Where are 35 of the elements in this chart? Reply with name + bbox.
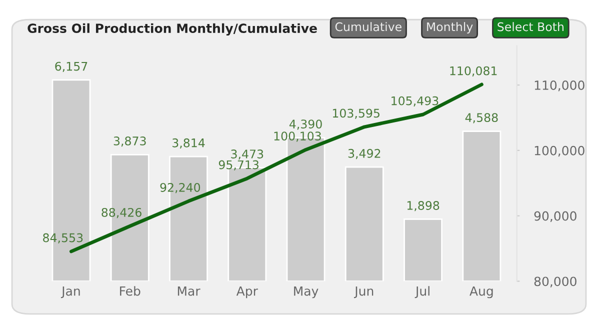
data-label: 3,814 xyxy=(172,138,205,149)
data-label: 100,103 xyxy=(274,132,321,142)
x-tick-label: Apr xyxy=(236,286,258,298)
bar xyxy=(462,130,502,282)
x-tick-label: Mar xyxy=(178,286,200,296)
bar xyxy=(344,166,384,282)
data-label: 4,588 xyxy=(465,113,498,124)
data-label: 4,390 xyxy=(289,120,322,130)
data-label: 92,240 xyxy=(160,183,200,194)
x-tick-label: Jan xyxy=(60,286,80,298)
x-tick-label: Feb xyxy=(120,286,140,296)
x-tick-label: Aug xyxy=(470,286,493,298)
data-label: 103,595 xyxy=(332,108,380,119)
text: Cumulative xyxy=(335,22,402,32)
data-label: 110,081 xyxy=(450,66,497,76)
x-tick-label: Jun xyxy=(354,286,374,298)
data-label: 3,473 xyxy=(231,150,264,160)
x-tick-label: May xyxy=(294,286,318,298)
data-label: 88,426 xyxy=(102,208,142,218)
x-tick-label: Jul xyxy=(414,286,430,298)
data-label: 84,553 xyxy=(43,233,83,244)
data-label: 3,873 xyxy=(114,136,146,147)
data-label: 1,898 xyxy=(407,201,440,212)
data-label: 105,493 xyxy=(392,96,438,106)
chart-title: Gross Oil Production Monthly/Cumulative xyxy=(28,23,317,36)
bar xyxy=(404,218,443,282)
text: Select Both xyxy=(498,22,564,32)
y2-tick-label: 110,000 xyxy=(534,80,584,92)
data-label: 6,157 xyxy=(55,62,88,72)
data-label: 95,713 xyxy=(218,160,259,170)
y2-tick-label: 80,000 xyxy=(534,276,576,288)
text: Monthly xyxy=(427,22,473,34)
y2-tick-label: 90,000 xyxy=(534,211,576,222)
data-label: 3,492 xyxy=(348,148,380,160)
y2-tick-label: 100,000 xyxy=(534,146,584,157)
